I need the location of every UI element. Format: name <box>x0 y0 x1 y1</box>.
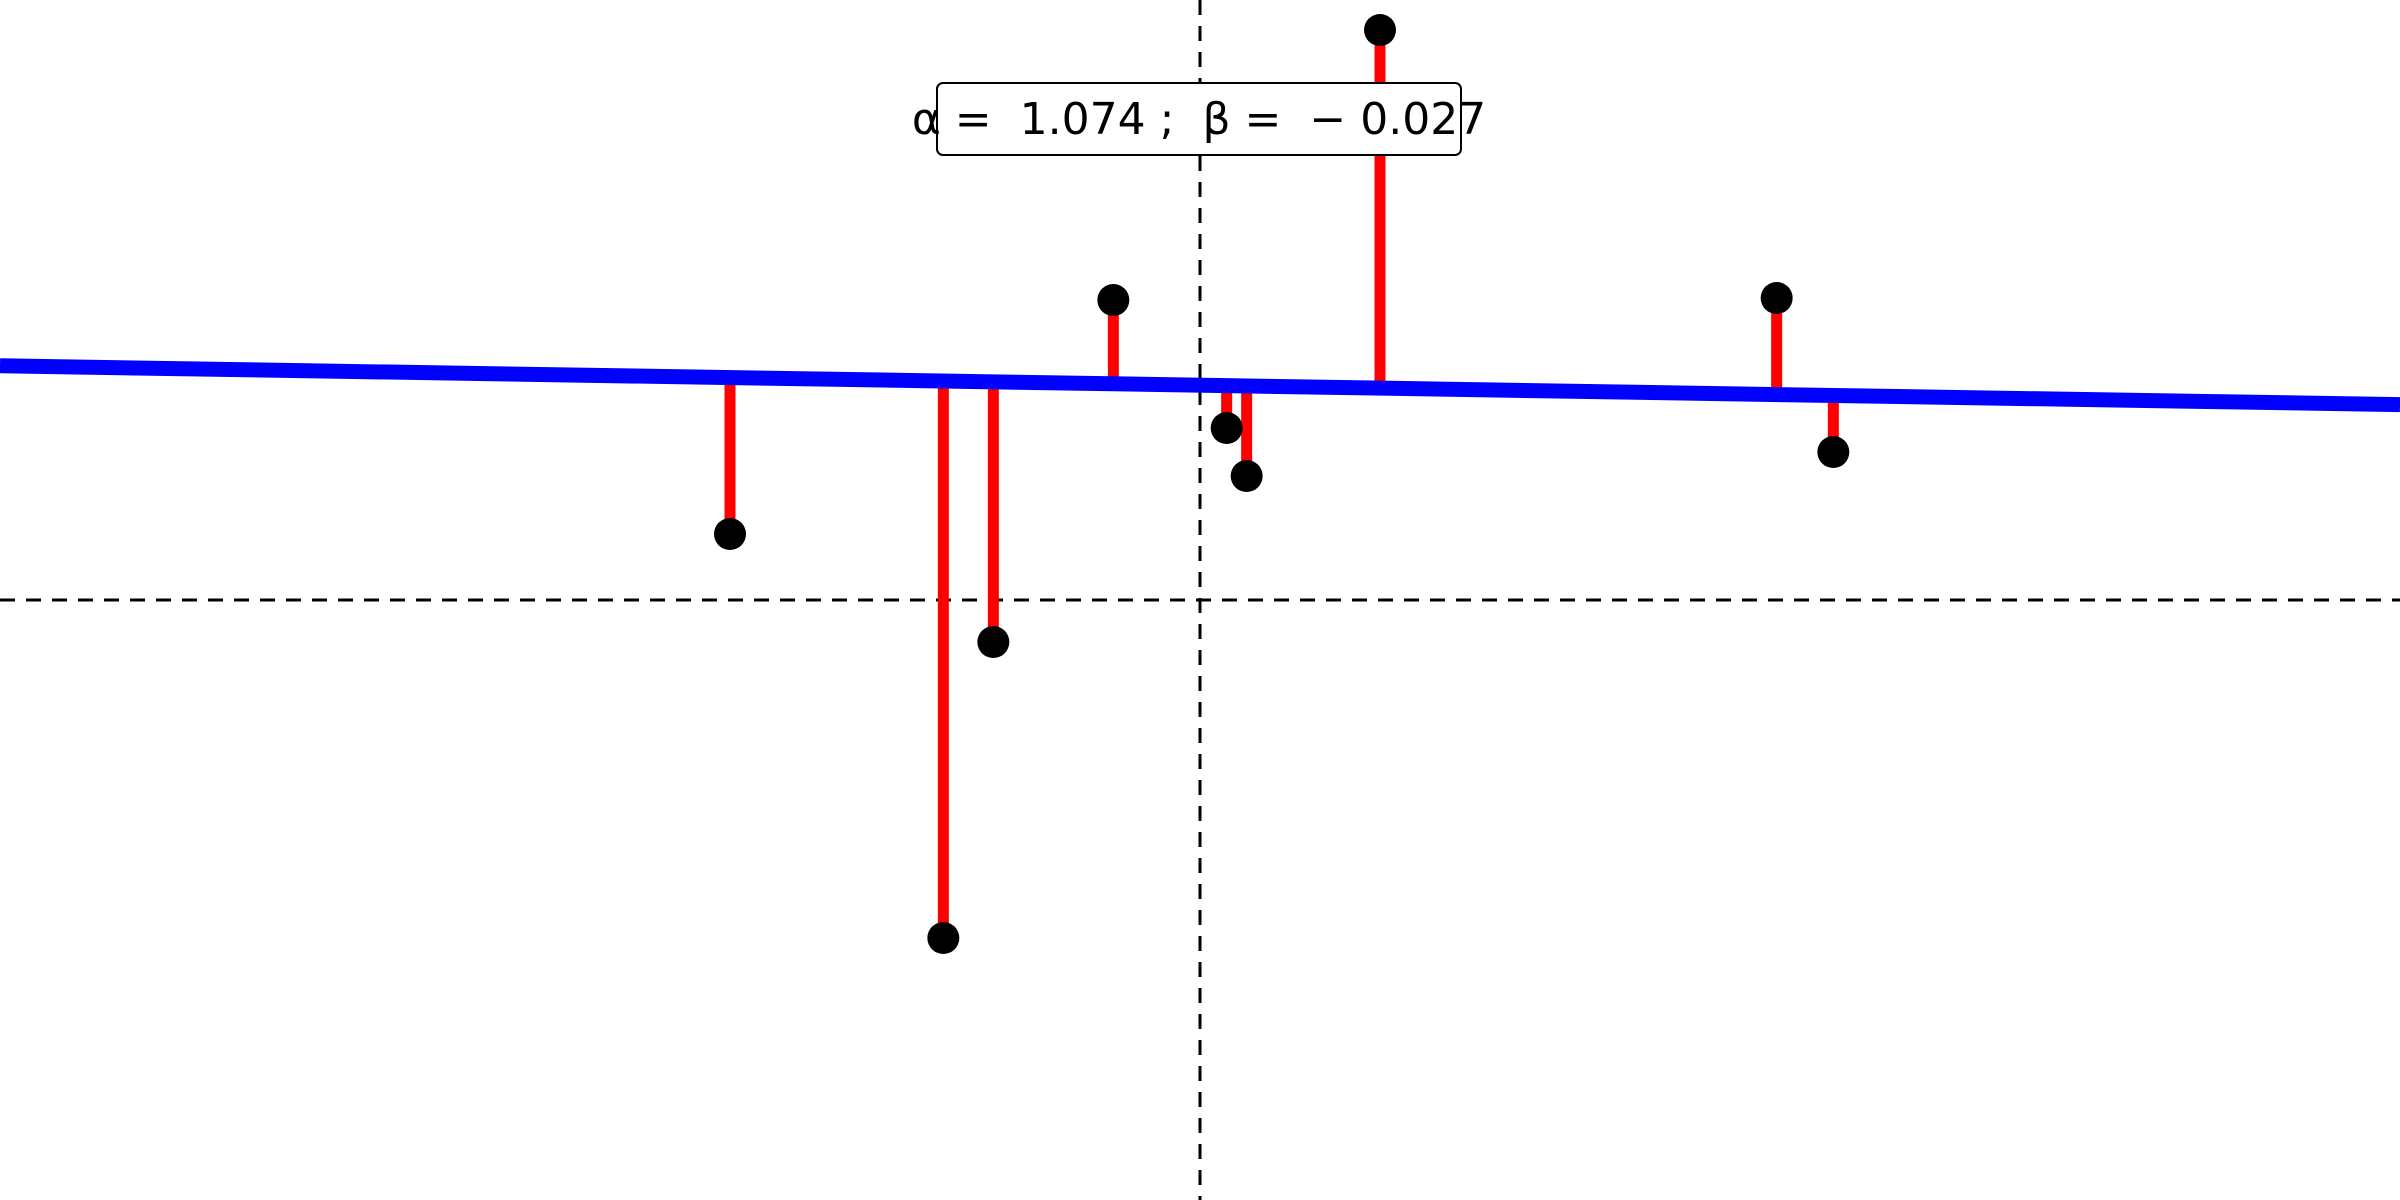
data-point <box>1760 282 1793 314</box>
data-points <box>714 14 1850 954</box>
beta-value: − 0.027 <box>1309 93 1487 145</box>
data-point <box>977 626 1010 658</box>
fit-line-group <box>0 358 2400 413</box>
data-point <box>1097 284 1130 316</box>
data-point <box>1817 436 1850 468</box>
data-point <box>1364 14 1396 46</box>
regression-line <box>0 358 2400 413</box>
data-point <box>1210 412 1243 444</box>
alpha-value: 1.074 <box>1019 93 1146 145</box>
beta-label: β = <box>1202 93 1282 145</box>
data-point <box>714 518 746 550</box>
alpha-label: α = <box>911 93 992 145</box>
data-point <box>1230 460 1263 492</box>
coefficient-annotation: α = 1.074 ; β = − 0.027 <box>912 82 1486 156</box>
residual-lines <box>724 30 1839 938</box>
annotation-separator: ; <box>1159 93 1175 145</box>
data-point <box>927 922 960 954</box>
